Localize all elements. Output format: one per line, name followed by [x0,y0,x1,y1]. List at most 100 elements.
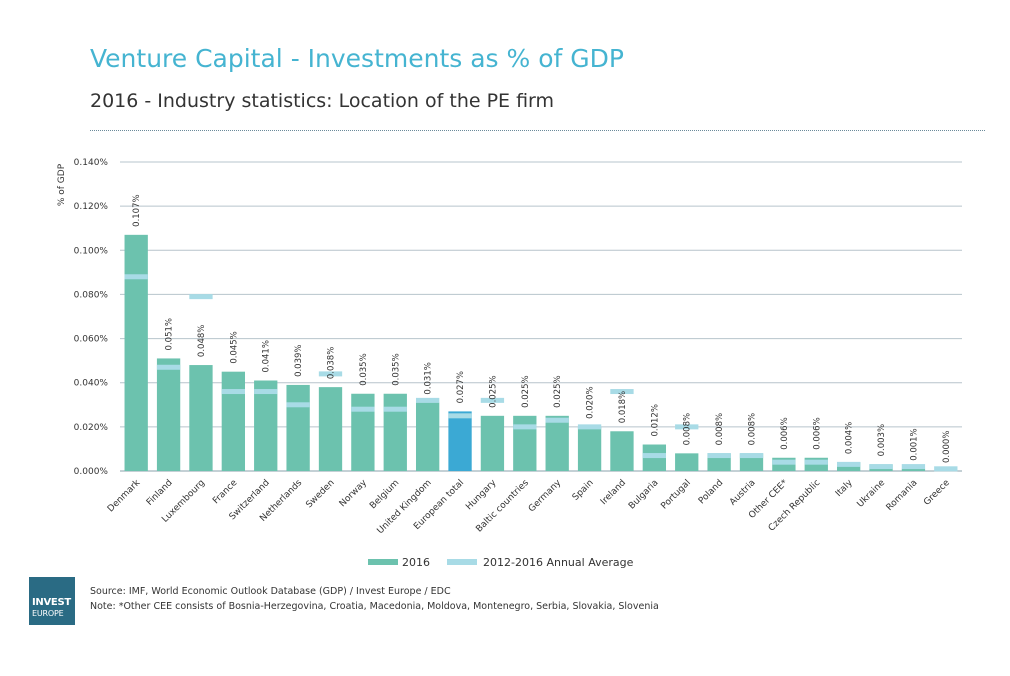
average-marker [610,389,634,395]
bar-2016 [189,365,213,471]
average-marker [254,389,278,395]
bar-2016 [577,426,602,471]
bar-2016 [351,393,375,471]
data-label: 0.006% [812,417,822,449]
data-labels: 0.107% 0.051% 0.048% 0.045% 0.041% 0.039% 0.03… [132,194,952,463]
y-tick-label: 0.040% [74,379,109,389]
average-marker [448,413,472,419]
legend-swatch-2016 [368,559,398,565]
average-marker [480,397,505,403]
x-tick-label: Spain [571,478,596,503]
data-label: 0.000% [942,431,952,463]
data-label: 0.008% [748,413,758,445]
y-tick-label: 0.060% [74,335,109,345]
bar-2016 [254,380,278,471]
title-divider [90,130,985,131]
data-label: 0.025% [553,375,563,407]
data-label: 0.035% [359,353,369,385]
x-tick-label: Romania [885,478,920,513]
data-label: 0.035% [391,353,401,385]
average-marker [318,371,343,377]
data-label: 0.025% [521,375,531,407]
y-tick-label: 0.000% [74,467,109,477]
bar-2016 [480,415,505,471]
average-marker [772,459,796,465]
bar-2016 [901,468,926,471]
average-marker [124,274,148,280]
y-tick-label: 0.020% [74,423,109,433]
bar-2016 [156,358,181,471]
data-label: 0.041% [262,340,272,372]
average-marker [836,461,861,467]
x-tick-label: France [211,478,240,507]
x-tick-label: Ireland [599,478,628,507]
logo-line-1: INVEST [32,597,71,608]
footer-notes: Source: IMF, World Economic Outlook Data… [90,584,659,614]
y-axis-label: % of GDP [57,163,67,206]
average-marker [221,389,246,395]
data-label: 0.018% [618,391,628,423]
y-tick-label: 0.120% [74,202,109,212]
bar-chart: 0.000% 0.020% 0.040% 0.060% 0.080% 0.100% 0.12… [57,158,962,569]
x-tick-label: Belgium [368,478,401,511]
bar-2016 [513,415,537,471]
average-marker [189,294,213,300]
data-label: 0.038% [327,347,337,379]
average-marker [383,406,407,412]
average-marker [415,397,440,403]
average-marker [286,402,310,408]
x-tick-label: Ukraine [856,478,888,510]
data-label: 0.008% [715,413,725,445]
x-tick-label: Greece [922,478,952,508]
y-tick-label: 0.100% [74,246,109,256]
data-label: 0.025% [488,375,498,407]
bar-2016 [610,431,634,471]
footnote: Note: *Other CEE consists of Bosnia-Herz… [90,601,659,612]
average-marker [545,417,569,423]
chart-subtitle: 2016 - Industry statistics: Location of … [90,90,555,112]
average-marker [739,453,764,459]
data-label: 0.001% [909,428,919,460]
average-markers [124,274,958,472]
x-tick-label: Italy [834,478,855,499]
source-note: Source: IMF, World Economic Outlook Data… [90,586,451,597]
x-tick-label: Germany [527,478,564,515]
x-tick-label: Sweden [304,478,336,510]
bar-2016 [415,402,440,471]
data-label: 0.020% [586,386,596,418]
bar-2016 [221,371,246,471]
data-label: 0.048% [197,325,207,357]
x-tick-label: Austria [728,478,758,508]
average-marker [513,424,537,430]
average-marker [577,424,602,430]
y-tick-label: 0.140% [74,158,109,168]
average-marker [934,466,958,472]
grid-lines [120,161,962,472]
y-axis-ticks: 0.000% 0.020% 0.040% 0.060% 0.080% 0.100% 0.12… [74,158,109,477]
bar-2016 [318,387,343,471]
x-tick-label: Norway [338,478,370,510]
legend: 2016 2012-2016 Annual Average [368,556,634,569]
bar-2016 [383,393,407,471]
average-marker [901,464,926,470]
bar-2016 [545,415,569,471]
data-label: 0.027% [456,371,466,403]
data-label: 0.107% [132,194,142,226]
bar-2016 [675,453,699,471]
average-marker [156,364,181,370]
x-tick-label: Portugal [659,478,692,511]
average-marker [707,453,731,459]
average-marker [642,453,667,459]
data-label: 0.039% [294,344,304,376]
invest-europe-logo: INVEST EUROPE [29,577,75,625]
average-marker [869,464,893,470]
x-tick-label: Bulgaria [627,478,660,511]
data-label: 0.031% [424,362,434,394]
data-label: 0.006% [780,417,790,449]
data-label: 0.051% [165,318,175,350]
bars [124,234,926,471]
x-tick-label: Denmark [106,477,143,514]
legend-label-average: 2012-2016 Annual Average [483,556,634,569]
bar-2016 [124,234,148,471]
